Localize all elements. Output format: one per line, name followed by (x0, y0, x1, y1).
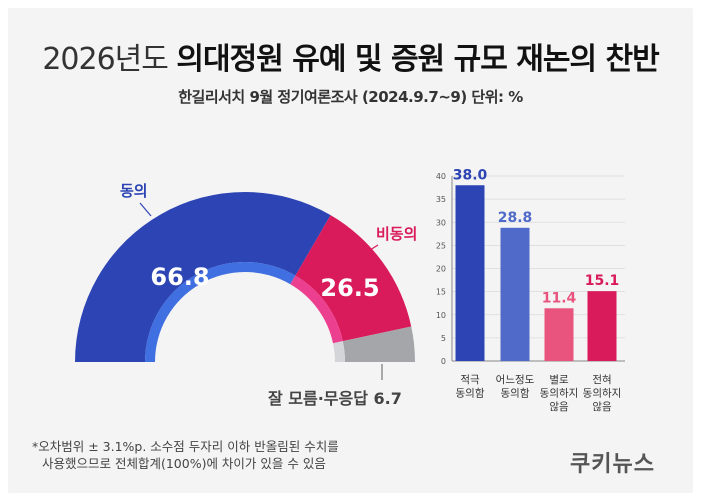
x-tick-label-4-3: 않음 (592, 401, 612, 413)
bar-value-label-2: 28.8 (498, 210, 533, 226)
y-tick-label-4: 15 (436, 288, 446, 297)
donut-value-label-1: 66.8 (150, 263, 209, 291)
donut-value-label-2: 26.5 (320, 274, 379, 302)
y-tick-label-8: 35 (436, 195, 446, 204)
chart-title: 2026년도 의대정원 유예 및 증원 규모 재논의 찬반 (0, 34, 701, 78)
y-tick-label-1: 0 (441, 357, 446, 366)
x-tick-label-2-1: 어느정도 (496, 374, 535, 386)
bar-4 (587, 291, 617, 361)
donut-inner-ring-3 (333, 341, 345, 362)
bar-value-label-4: 15.1 (585, 273, 620, 289)
y-tick-label-7: 30 (436, 218, 446, 227)
donut-category-label-1: 동의 (120, 182, 148, 200)
y-tick-label-9: 40 (436, 172, 446, 181)
x-tick-label-1-1: 적극 (460, 374, 480, 386)
leader-line-2 (361, 244, 379, 256)
title-main: 의대정원 유예 및 증원 규모 재논의 찬반 (176, 42, 659, 77)
bar-1 (455, 185, 485, 361)
donut-category-label-2: 비동의 (376, 225, 417, 243)
footnote-line-2: 사용했으므로 전체합계(100%)에 차이가 있을 수 있음 (42, 456, 326, 471)
chart-subtitle: 한길리서치 9월 정기여론조사 (2024.9.7~9) 단위: % (178, 88, 523, 106)
title-year: 2026년도 (42, 42, 169, 77)
y-tick-label-2: 5 (441, 334, 446, 343)
bar-3 (544, 308, 574, 361)
donut-inner-ring-1 (145, 262, 296, 362)
footnote: *오차범위 ± 3.1%p. 소수점 두자리 이하 반올림된 수치를 사용했으므… (32, 438, 339, 472)
x-tick-label-3-2: 동의하지 (540, 387, 579, 400)
bar-2 (500, 227, 530, 361)
donut-inner-ring-2 (290, 275, 343, 344)
y-tick-label-5: 20 (436, 265, 446, 274)
bar-value-label-3: 11.4 (542, 290, 577, 306)
bar-value-label-1: 38.0 (453, 167, 488, 183)
x-tick-label-3-1: 별로 (549, 374, 569, 386)
y-tick-label-3: 10 (436, 311, 446, 320)
x-tick-label-3-3: 않음 (549, 401, 569, 413)
x-tick-label-4-2: 동의하지 (583, 387, 622, 400)
footnote-line-1: *오차범위 ± 3.1%p. 소수점 두자리 이하 반올림된 수치를 (32, 439, 339, 454)
donut-slice-3 (342, 326, 415, 362)
donut-slice-2 (295, 215, 412, 342)
x-tick-label-2-2: 동의함 (501, 388, 530, 400)
leader-line-1 (139, 202, 152, 217)
x-tick-label-1-2: 동의함 (456, 388, 485, 400)
donut-slice-1 (75, 191, 331, 362)
x-tick-label-4-1: 전혀 (592, 374, 611, 386)
donut-category-label-3: 잘 모름·무응답 6.7 (268, 389, 402, 408)
y-tick-label-6: 25 (436, 241, 446, 250)
brand-logo: 쿠키뉴스 (570, 452, 655, 477)
